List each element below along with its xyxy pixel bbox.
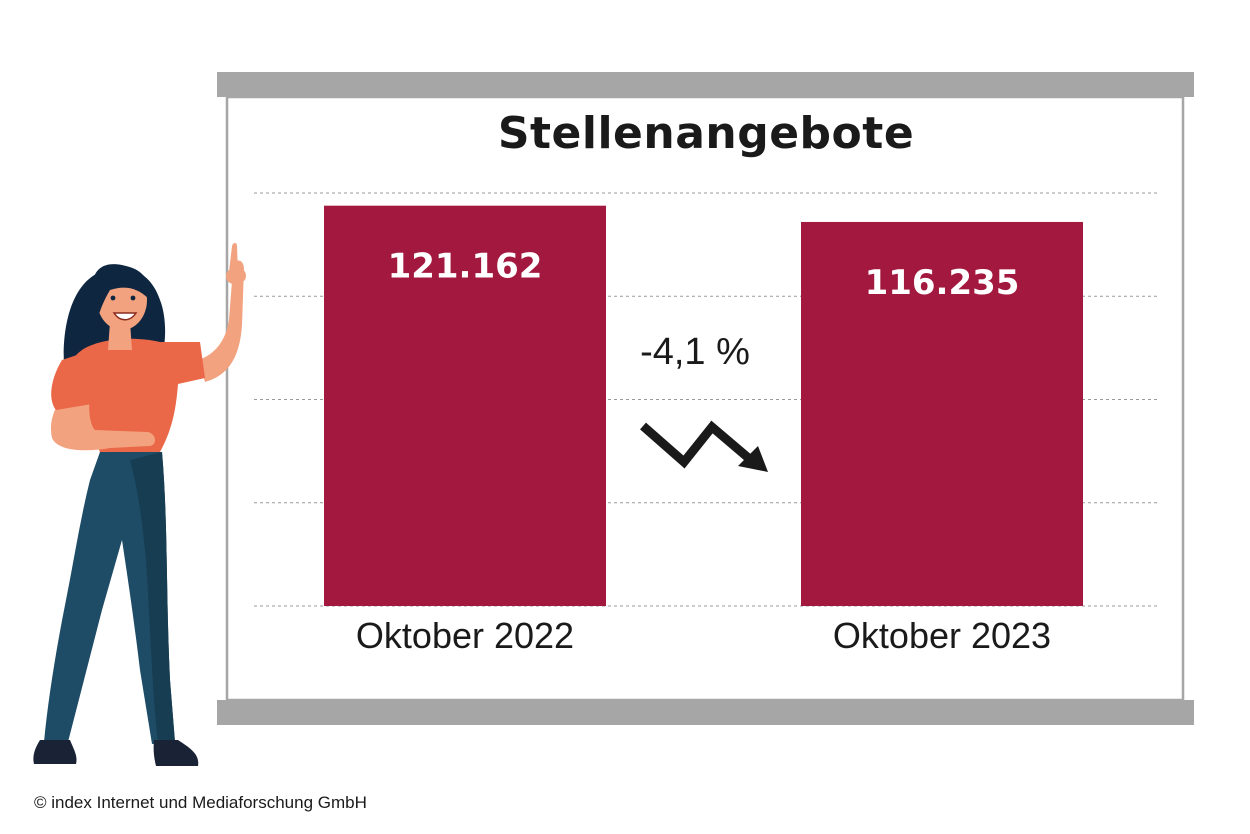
change-percent-label: -4,1 % <box>640 331 750 373</box>
presenter-illustration <box>33 243 246 766</box>
copyright-notice: © index Internet und Mediaforschung GmbH <box>34 793 367 812</box>
bar <box>801 221 1083 606</box>
trend-down-arrow-icon <box>640 420 768 472</box>
bar-value-label: 121.162 <box>388 247 543 287</box>
board-bottom-rail <box>217 700 1194 725</box>
bar-value-label: 116.235 <box>865 263 1020 303</box>
chart-title: Stellenangebote <box>497 108 915 159</box>
category-label: Oktober 2022 <box>356 615 574 656</box>
bars: 121.162 Oktober 2022 116.235 Oktober 2023 <box>324 205 1083 656</box>
bar <box>324 205 606 606</box>
category-label: Oktober 2023 <box>833 615 1051 656</box>
board-top-rail <box>217 72 1194 97</box>
